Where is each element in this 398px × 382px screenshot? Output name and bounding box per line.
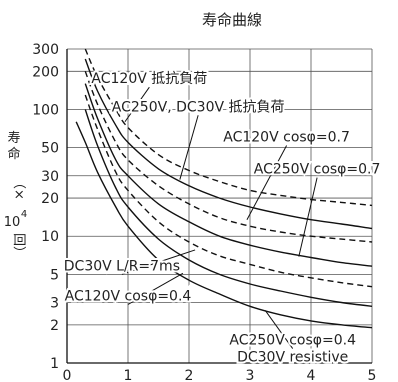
x-tick-label-2: 2 bbox=[185, 368, 194, 382]
y-tick-label-5: 20 bbox=[41, 191, 59, 207]
grid bbox=[66, 48, 373, 364]
y-axis-label: 寿 命 （× 10 4 回） bbox=[4, 131, 27, 259]
annotation-leader-4 bbox=[121, 249, 196, 275]
annotation-leader-0 bbox=[124, 86, 150, 123]
y-tick-label-2: 100 bbox=[32, 102, 59, 118]
y-axis-label-char-2: 命 bbox=[7, 146, 20, 162]
annotation-leader-3 bbox=[298, 177, 318, 257]
x-tick-label-1: 1 bbox=[124, 368, 133, 382]
y-tick-label-3: 50 bbox=[41, 141, 59, 157]
annotation-label-4-0: DC30V L/R=7ms bbox=[64, 258, 180, 274]
series-line-3 bbox=[84, 83, 373, 267]
y-axis-label-char-1: 寿 bbox=[7, 131, 20, 146]
y-axis-label-power-base: 10 bbox=[4, 215, 21, 230]
annotation-label-5-0: AC120V cosφ=0.4 bbox=[65, 288, 192, 304]
series-line-1 bbox=[84, 58, 373, 230]
y-tick-label-7: 5 bbox=[50, 267, 59, 283]
annotation-leader-1 bbox=[179, 115, 199, 180]
y-axis-label-open: （× bbox=[11, 176, 26, 200]
series-layer bbox=[75, 48, 373, 329]
annotation-leader-2 bbox=[246, 145, 288, 220]
y-tick-label-6: 10 bbox=[41, 229, 59, 245]
y-tick-label-1: 200 bbox=[32, 64, 59, 80]
x-tick-label-0: 0 bbox=[63, 368, 72, 382]
annotation-label-1-0: AC250V, DC30V 抵抗負荷 bbox=[112, 99, 285, 115]
series-line-2 bbox=[84, 71, 373, 243]
annotation-layer: AC120V 抵抗負荷 AC250V, DC30V 抵抗負荷 AC120V cosφ… bbox=[62, 69, 383, 367]
annotation-label-2-0: AC120V cosφ=0.7 bbox=[223, 129, 350, 145]
y-tick-label-10: 1 bbox=[50, 356, 59, 372]
x-tick-label-3: 3 bbox=[246, 368, 255, 382]
series-line-4 bbox=[84, 94, 373, 288]
annotation-label-6-0: AC250V cosφ=0.4 bbox=[229, 333, 356, 349]
chart-title: 寿命曲線 bbox=[202, 11, 262, 29]
annotation-label-3-0: AC250V cosφ=0.7 bbox=[254, 162, 381, 178]
y-axis-label-exponent: 4 bbox=[21, 209, 27, 220]
series-line-0 bbox=[84, 48, 373, 207]
x-tick-label-4: 4 bbox=[307, 368, 316, 382]
y-tick-label-9: 2 bbox=[50, 318, 59, 334]
y-tick-label-0: 300 bbox=[32, 42, 59, 58]
annotation-leader-5 bbox=[127, 272, 184, 305]
y-axis-label-close: 回） bbox=[11, 233, 26, 259]
y-tick-label-4: 30 bbox=[41, 169, 59, 185]
annotation-label-6-1: DC30V resistive bbox=[237, 350, 348, 366]
y-tick-label-8: 3 bbox=[50, 296, 59, 312]
annotation-leader-6 bbox=[264, 310, 294, 349]
annotation-label-0-0: AC120V 抵抗負荷 bbox=[91, 71, 207, 87]
x-tick-label-5: 5 bbox=[368, 368, 377, 382]
series-line-6 bbox=[75, 121, 373, 329]
series-line-5 bbox=[84, 109, 373, 307]
